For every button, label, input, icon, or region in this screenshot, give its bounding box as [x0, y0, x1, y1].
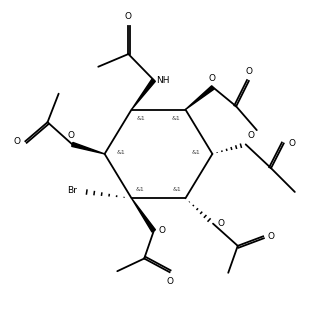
Text: O: O: [217, 219, 224, 228]
Text: &1: &1: [172, 187, 181, 192]
Text: NH: NH: [156, 76, 170, 85]
Polygon shape: [185, 86, 214, 110]
Text: &1: &1: [137, 116, 146, 121]
Polygon shape: [72, 143, 105, 154]
Polygon shape: [132, 198, 155, 232]
Text: &1: &1: [136, 187, 145, 192]
Text: O: O: [14, 137, 21, 146]
Text: O: O: [209, 74, 216, 83]
Text: O: O: [125, 12, 132, 21]
Text: O: O: [288, 139, 295, 148]
Text: &1: &1: [191, 150, 200, 155]
Text: Br: Br: [67, 186, 77, 195]
Text: O: O: [268, 232, 275, 241]
Text: O: O: [67, 131, 74, 140]
Text: O: O: [245, 67, 252, 76]
Polygon shape: [132, 79, 155, 110]
Text: &1: &1: [117, 150, 126, 155]
Text: &1: &1: [171, 116, 180, 121]
Text: O: O: [248, 131, 255, 140]
Text: O: O: [166, 277, 173, 286]
Text: O: O: [158, 226, 165, 235]
